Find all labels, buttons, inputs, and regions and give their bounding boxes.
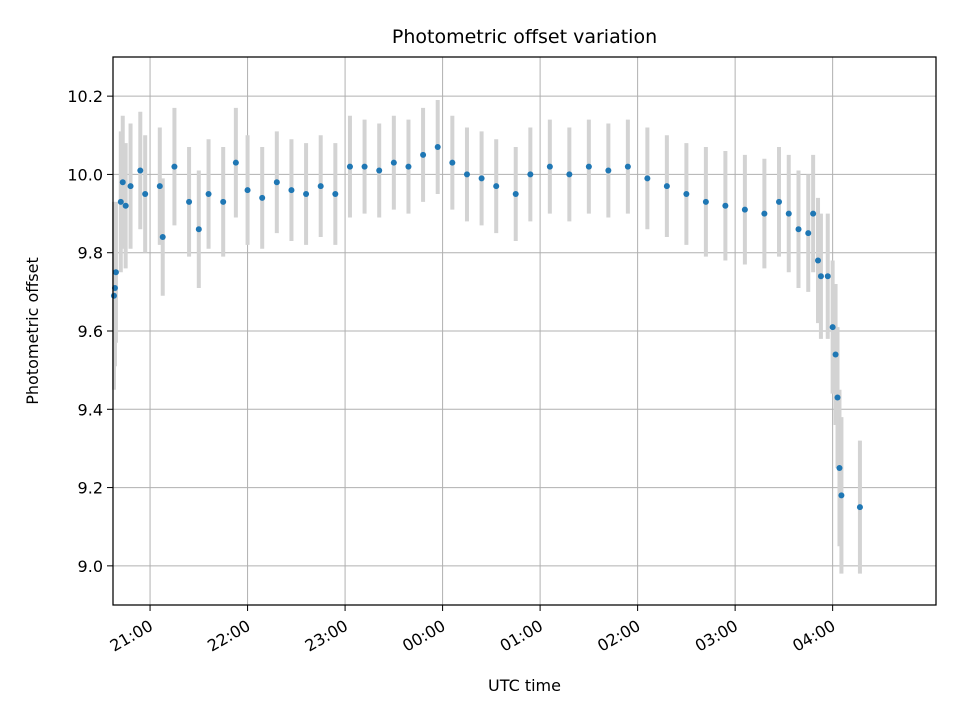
data-point: [317, 183, 324, 190]
data-point: [761, 210, 768, 217]
data-point: [795, 226, 802, 233]
data-point: [585, 163, 592, 170]
data-point: [117, 198, 124, 205]
data-point: [156, 183, 163, 190]
data-point: [493, 183, 500, 190]
data-point: [434, 144, 441, 151]
data-point: [815, 257, 822, 264]
data-point: [856, 504, 863, 511]
data-point: [122, 202, 129, 209]
data-point: [838, 492, 845, 499]
data-point: [644, 175, 651, 182]
data-point: [195, 226, 202, 233]
data-point: [741, 206, 748, 213]
data-point: [527, 171, 534, 178]
data-point: [346, 163, 353, 170]
data-point: [376, 167, 383, 174]
chart-title: Photometric offset variation: [392, 26, 657, 48]
data-point: [817, 273, 824, 280]
data-point: [137, 167, 144, 174]
data-point: [361, 163, 368, 170]
data-point: [829, 324, 836, 331]
data-point: [110, 292, 117, 299]
data-point: [390, 159, 397, 166]
data-point: [683, 191, 690, 197]
data-point: [288, 187, 295, 194]
y-tick-label: 9.6: [78, 322, 103, 341]
data-point: [624, 163, 631, 170]
y-tick-label: 9.0: [78, 557, 103, 576]
data-point: [566, 171, 573, 178]
data-point: [405, 163, 412, 170]
data-point: [722, 202, 729, 209]
data-point: [824, 273, 831, 280]
y-tick-label: 9.2: [78, 479, 103, 498]
data-point: [303, 191, 310, 197]
y-tick-label: 10.2: [67, 87, 103, 106]
data-point: [449, 159, 456, 166]
data-point: [805, 230, 812, 237]
data-point: [259, 194, 266, 201]
data-point: [186, 198, 193, 205]
data-point: [171, 163, 178, 170]
data-point: [785, 210, 792, 217]
data-point: [776, 198, 783, 205]
data-point: [836, 465, 843, 471]
y-axis-label: Photometric offset: [23, 257, 42, 405]
data-point: [159, 234, 166, 241]
data-points: [110, 144, 863, 511]
y-tick-label: 9.4: [78, 400, 103, 419]
data-point: [420, 151, 427, 158]
y-axis-ticks: 9.0 9.2 9.4 9.6 9.8 10.0 10.2: [67, 87, 113, 576]
data-point: [205, 191, 212, 197]
data-point: [463, 171, 470, 178]
data-point: [244, 187, 251, 194]
data-point: [112, 269, 119, 276]
data-point: [832, 351, 839, 358]
data-point: [834, 394, 841, 401]
data-point: [332, 191, 339, 197]
x-axis-label: UTC time: [488, 676, 561, 695]
data-point: [512, 191, 519, 197]
y-tick-label: 10.0: [67, 165, 103, 184]
data-point: [605, 167, 612, 174]
data-point: [142, 191, 149, 197]
data-point: [478, 175, 485, 182]
data-point: [119, 179, 126, 186]
data-point: [663, 183, 670, 190]
data-point: [127, 183, 134, 190]
data-point: [810, 210, 817, 217]
y-tick-label: 9.8: [78, 244, 103, 263]
data-point: [273, 179, 280, 186]
data-point: [220, 198, 227, 205]
data-point: [546, 163, 553, 170]
data-point: [232, 159, 239, 166]
data-point: [702, 198, 709, 205]
